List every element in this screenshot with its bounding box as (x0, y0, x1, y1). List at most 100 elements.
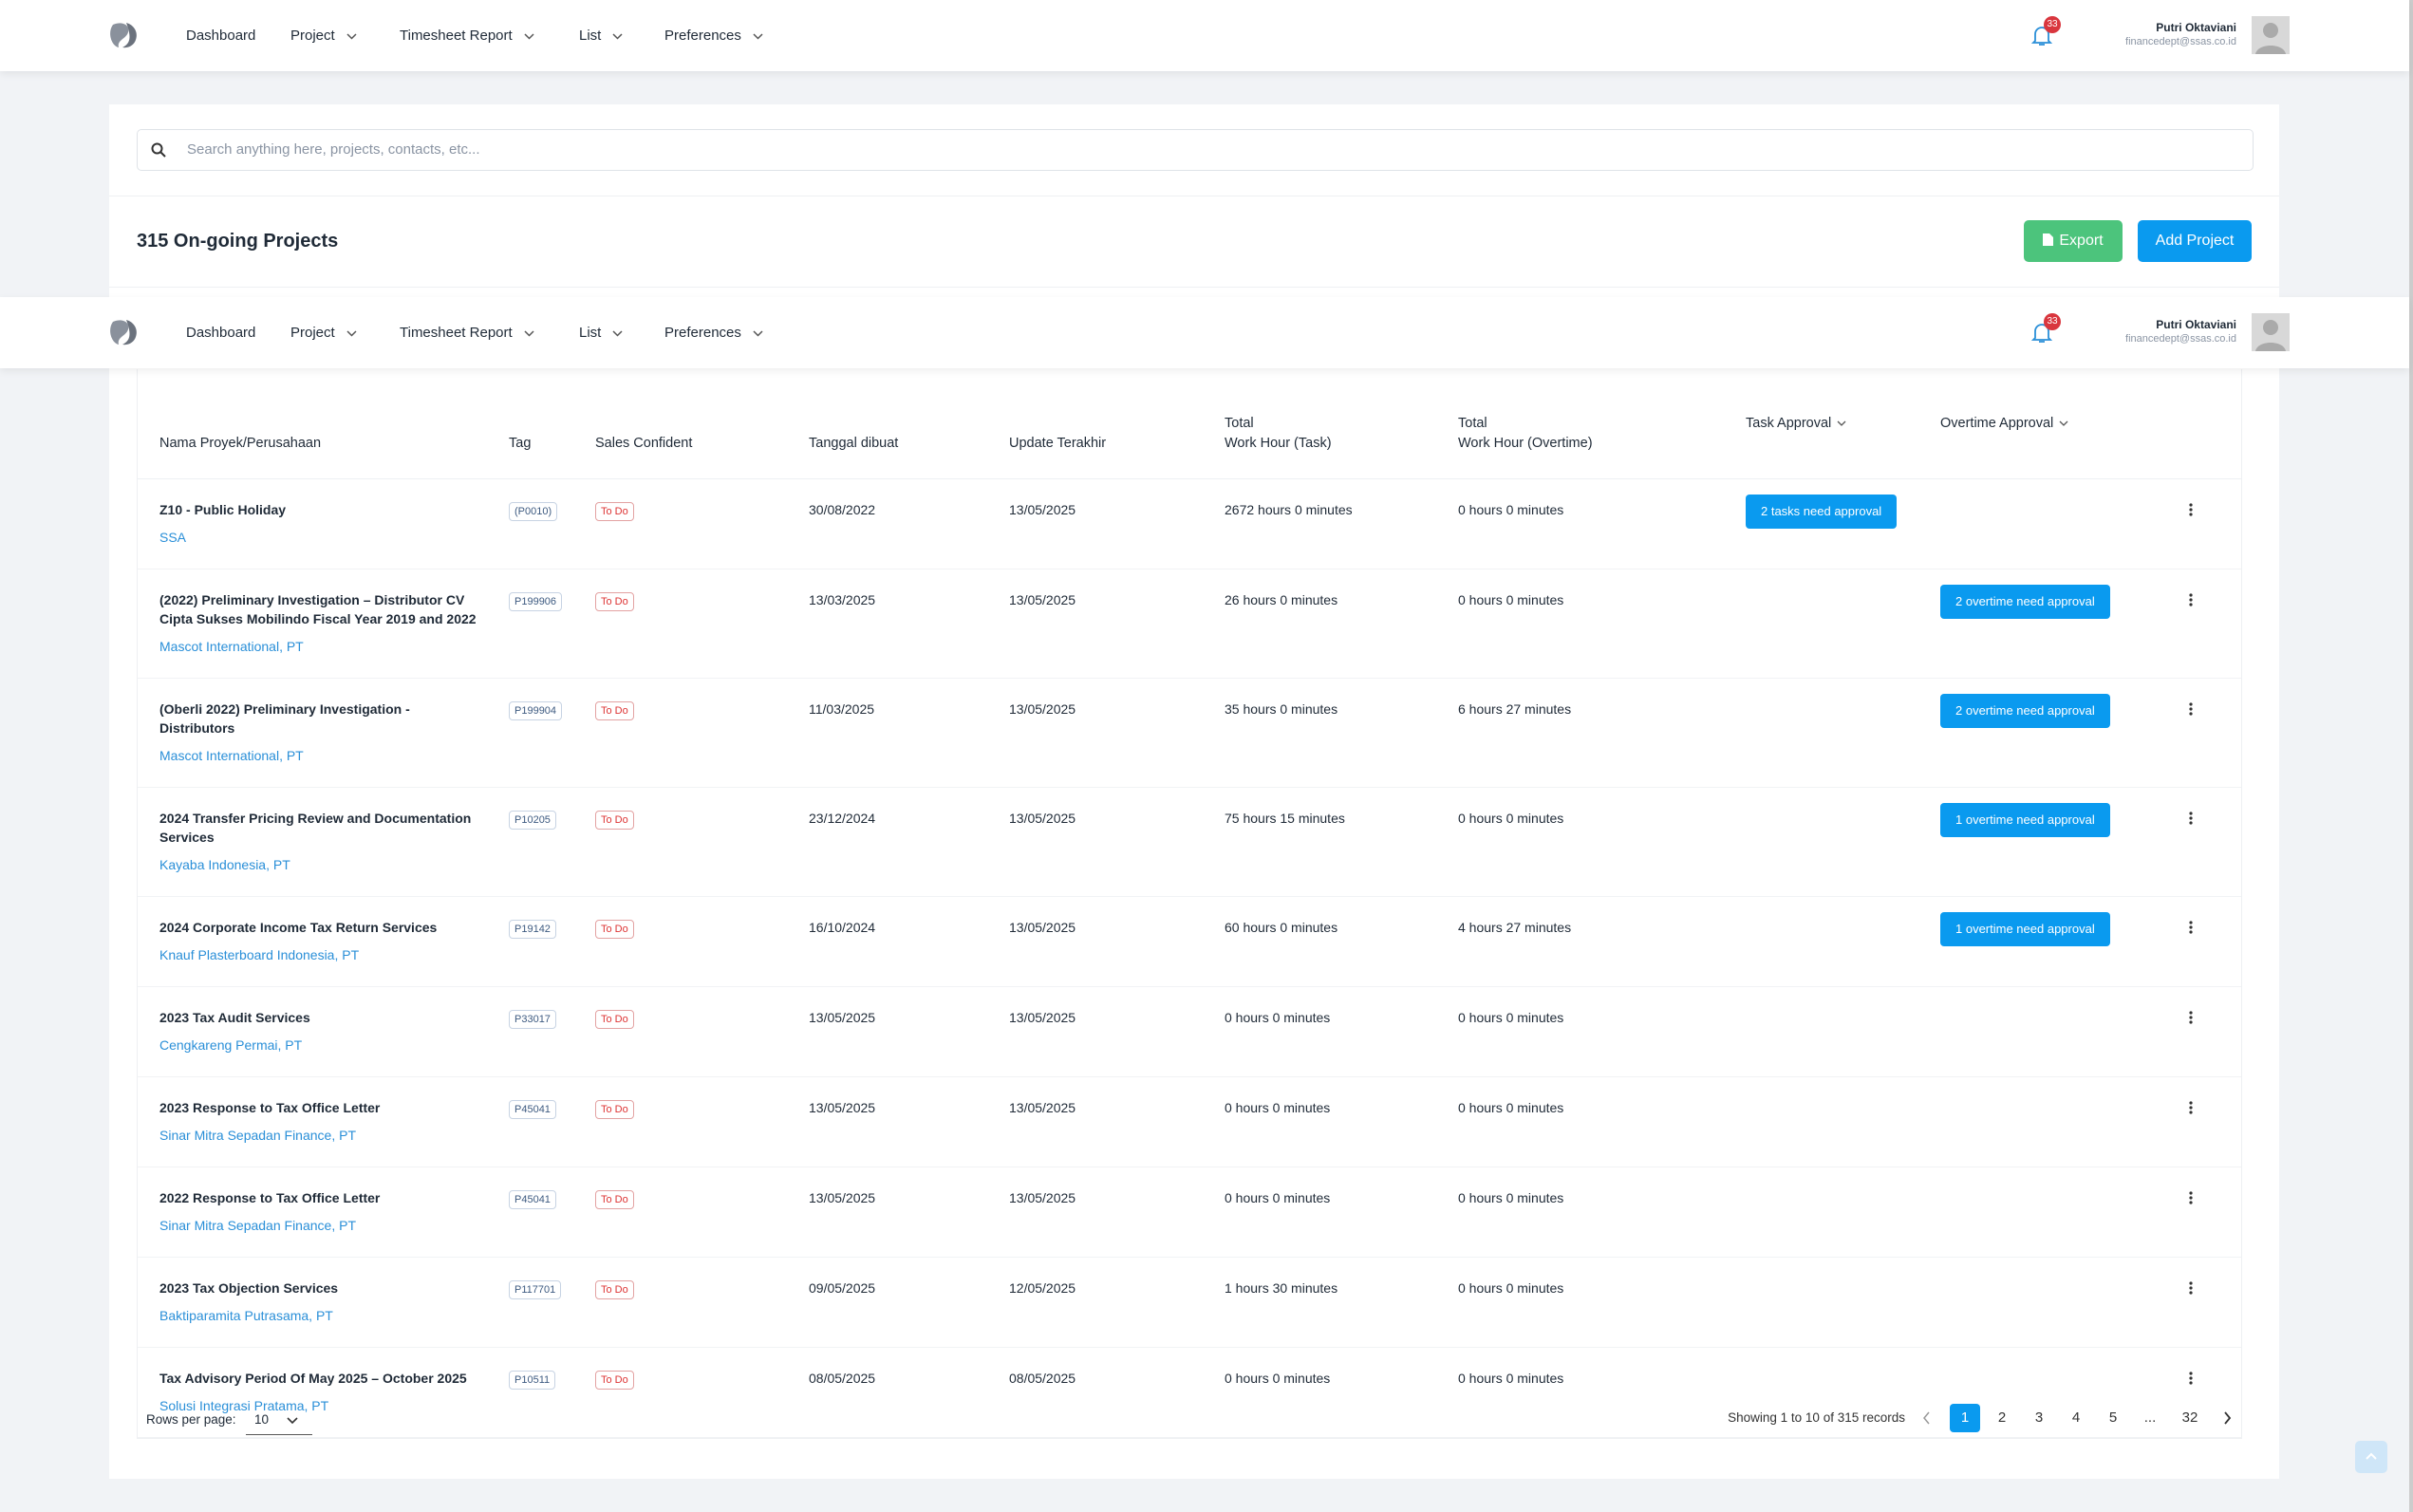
project-name[interactable]: (Oberli 2022) Preliminary Investigation … (159, 701, 410, 736)
cell: 0 hours 0 minutes (1458, 787, 1746, 897)
project-name[interactable]: 2024 Corporate Income Tax Return Service… (159, 920, 438, 935)
company-name[interactable]: Sinar Mitra Sepadan Finance, PT (159, 1128, 356, 1143)
page-button[interactable]: 2 (1997, 1409, 2007, 1426)
page-button[interactable]: 1 (1950, 1404, 1980, 1432)
prev-page[interactable] (1922, 1411, 1932, 1425)
company-name[interactable]: SSA (159, 530, 187, 545)
company-name[interactable]: Cengkareng Permai, PT (159, 1037, 303, 1053)
cell: 2023 Tax Objection Services Baktiparamita… (138, 1257, 509, 1348)
cell (2188, 896, 2241, 987)
company-name[interactable]: Mascot International, PT (159, 639, 304, 654)
nav-item[interactable]: Preferences (664, 297, 763, 368)
cell: To Do (595, 1076, 809, 1167)
avatar[interactable] (2252, 313, 2290, 351)
header-text: Tag (509, 436, 532, 451)
nav-item[interactable]: List (579, 297, 623, 368)
status-badge: To Do (595, 1280, 634, 1299)
header-text: Task Approval (1746, 416, 1832, 431)
header-row: Nama Proyek/Perusahaan Tag Sales Confident… (138, 369, 2241, 479)
row-menu[interactable] (2188, 1010, 2194, 1025)
page-button[interactable]: 3 (2034, 1409, 2044, 1426)
row-menu[interactable] (2188, 592, 2194, 607)
row-menu[interactable] (2188, 1371, 2194, 1386)
user-email: financedept@ssas.co.id (2125, 333, 2236, 345)
cell: P199904 (509, 678, 595, 788)
row-menu[interactable] (2188, 1280, 2194, 1296)
chevron (287, 1417, 298, 1425)
sort-chevron[interactable] (2059, 420, 2068, 427)
company-name[interactable]: Sinar Mitra Sepadan Finance, PT (159, 1218, 356, 1233)
task-text: 2672 hours 0 minutes (1225, 502, 1353, 517)
cell: (P0010) (509, 478, 595, 569)
nav-item[interactable]: Timesheet Report (400, 0, 534, 71)
page-button[interactable]: 32 (2181, 1409, 2198, 1426)
nav-item[interactable]: Timesheet Report (400, 297, 534, 368)
cell: P33017 (509, 986, 595, 1077)
cell (1746, 1257, 1940, 1348)
project-name[interactable]: (2022) Preliminary Investigation – Distr… (159, 592, 477, 626)
cell: To Do (595, 569, 809, 679)
company-name[interactable]: Mascot International, PT (159, 748, 304, 763)
page-button[interactable]: ... (2143, 1409, 2157, 1426)
project-name[interactable]: Tax Advisory Period Of May 2025 – Octobe… (159, 1371, 467, 1386)
next-page[interactable] (2222, 1411, 2232, 1425)
nav-item[interactable]: Project (290, 0, 357, 71)
cell (2188, 1257, 2241, 1348)
cell: 13/05/2025 (1009, 1167, 1225, 1258)
search-box[interactable]: Search anything here, projects, contacts… (137, 129, 2254, 171)
company-name[interactable]: Baktiparamita Putrasama, PT (159, 1308, 333, 1323)
row-menu[interactable] (2188, 701, 2194, 717)
nav-item[interactable]: Dashboard (186, 297, 255, 368)
chevron (346, 330, 357, 337)
cell: 08/05/2025 (809, 1347, 1009, 1438)
approval-button[interactable]: 1 overtime need approval (1940, 912, 2110, 946)
project-name[interactable]: 2022 Response to Tax Office Letter (159, 1190, 381, 1205)
row-menu[interactable] (2188, 1190, 2194, 1205)
nav-item[interactable]: List (579, 0, 623, 71)
created-text: 13/05/2025 (809, 1100, 876, 1115)
nav-item[interactable]: Preferences (664, 0, 763, 71)
export-label: Export (2059, 233, 2104, 249)
sort-chevron[interactable] (1837, 420, 1846, 427)
company-name[interactable]: Kayaba Indonesia, PT (159, 857, 290, 872)
cell: 13/05/2025 (809, 1076, 1009, 1167)
logo[interactable] (107, 316, 140, 348)
chevron (524, 330, 534, 337)
row-menu[interactable] (2188, 502, 2194, 517)
cell (2188, 478, 2241, 569)
add-project-button[interactable]: Add Project (2138, 220, 2252, 262)
column-header: Update Terakhir (1009, 369, 1225, 479)
approval-button[interactable]: 2 overtime need approval (1940, 694, 2110, 728)
company-name[interactable]: Solusi Integrasi Pratama, PT (159, 1398, 329, 1413)
project-tag: P199906 (509, 592, 563, 611)
row-menu[interactable] (2188, 1100, 2194, 1115)
project-name[interactable]: 2023 Tax Objection Services (159, 1280, 339, 1296)
project-name[interactable]: 2024 Transfer Pricing Review and Documen… (159, 811, 472, 845)
nav-label: Project (290, 28, 335, 44)
company-name[interactable]: Knauf Plasterboard Indonesia, PT (159, 947, 360, 962)
project-name[interactable]: Z10 - Public Holiday (159, 502, 287, 517)
export-button[interactable]: Export (2024, 220, 2123, 262)
avatar[interactable] (2252, 16, 2290, 54)
approval-button[interactable]: 2 overtime need approval (1940, 585, 2110, 619)
created-text: 13/03/2025 (809, 592, 876, 607)
approval-button[interactable]: 2 tasks need approval (1746, 495, 1898, 529)
nav-item[interactable]: Project (290, 297, 357, 368)
page-button[interactable]: 4 (2071, 1409, 2081, 1426)
cell: 2023 Tax Audit Services Cengkareng Permai… (138, 986, 509, 1077)
nav-item[interactable]: Dashboard (186, 0, 255, 71)
cell: 1 overtime need approval (1940, 787, 2188, 897)
rows-per-page-select[interactable]: 10 (246, 1406, 312, 1435)
row-menu[interactable] (2188, 920, 2194, 935)
logo[interactable] (107, 19, 140, 51)
row-menu[interactable] (2188, 811, 2194, 826)
created-text: 11/03/2025 (809, 701, 875, 717)
scroll-top-button[interactable] (2355, 1441, 2387, 1473)
approval-button[interactable]: 1 overtime need approval (1940, 803, 2110, 837)
cell (1746, 1167, 1940, 1258)
project-name[interactable]: 2023 Response to Tax Office Letter (159, 1100, 381, 1115)
cell: P45041 (509, 1167, 595, 1258)
project-name[interactable]: 2023 Tax Audit Services (159, 1010, 310, 1025)
page-button[interactable]: 5 (2108, 1409, 2118, 1426)
cell (1746, 1347, 1940, 1438)
